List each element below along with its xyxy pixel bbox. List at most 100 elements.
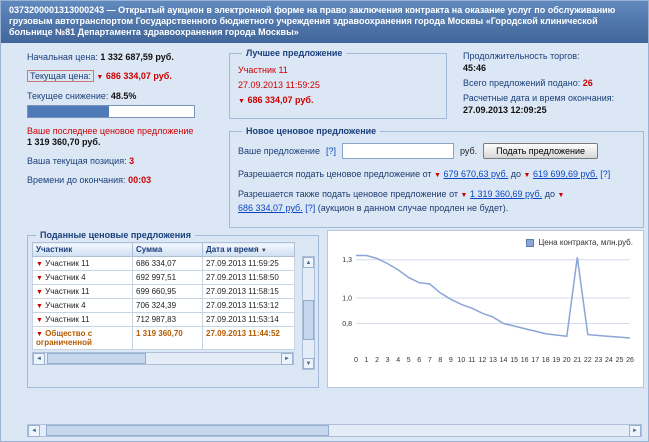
rule1-to-link[interactable]: 619 699,69 руб.	[532, 169, 598, 179]
svg-text:22: 22	[584, 357, 592, 364]
new-bid-title: Новое ценовое предложение	[246, 126, 377, 136]
down-arrow-icon: ▼	[557, 192, 565, 199]
scroll-left-button[interactable]: ◄	[28, 425, 40, 437]
submit-bid-button[interactable]: Подать предложение	[483, 143, 599, 159]
down-arrow-icon: ▼	[238, 98, 245, 105]
svg-text:18: 18	[542, 357, 550, 364]
scrollbar-thumb[interactable]	[45, 425, 329, 436]
svg-text:4: 4	[396, 357, 400, 364]
initial-price-label: Начальная цена:	[27, 52, 98, 62]
position-value: 3	[129, 156, 135, 166]
chart-legend: Цена контракта, млн.руб.	[526, 238, 633, 247]
bid-datetime: 27.09.2013 11:44:52	[206, 329, 280, 338]
svg-text:15: 15	[510, 357, 518, 364]
bid-amount: 699 660,95	[136, 287, 177, 296]
current-price-label: Текущая цена:	[27, 70, 94, 82]
page-horizontal-scrollbar[interactable]: ◄ ►	[27, 424, 642, 437]
table-row[interactable]: ▼ Участник 11 699 660,95 27.09.2013 11:58:…	[32, 284, 295, 299]
down-arrow-icon: ▼	[36, 289, 43, 296]
svg-text:24: 24	[605, 357, 613, 364]
best-offer-panel: Лучшее предложение Участник 11 27.09.201…	[229, 48, 447, 119]
bid-datetime: 27.09.2013 11:58:15	[206, 287, 279, 296]
end-datetime-value: 27.09.2013 12:09:25	[463, 105, 547, 115]
down-arrow-icon: ▼	[36, 261, 43, 268]
svg-text:8: 8	[438, 357, 442, 364]
rule2-from-link[interactable]: 1 319 360,69 руб.	[469, 189, 543, 199]
svg-text:26: 26	[626, 357, 634, 364]
bid-amount: 1 319 360,70	[136, 329, 183, 338]
down-arrow-icon: ▼	[460, 192, 468, 199]
bid-participant: Участник 11	[45, 259, 90, 268]
currency-label: руб.	[459, 146, 478, 156]
table-row[interactable]: ▼ Участник 11 712 987,83 27.09.2013 11:53:…	[32, 312, 295, 327]
bid-amount-input[interactable]	[341, 143, 454, 159]
bid-rule-2: Разрешается также подать ценовое предлож…	[238, 188, 618, 215]
duration-label: Продолжительность торгов:	[463, 51, 580, 61]
rule2-between: до	[544, 189, 555, 199]
scroll-up-button[interactable]: ▲	[303, 257, 314, 268]
down-arrow-icon: ▼	[36, 303, 43, 310]
svg-text:1,0: 1,0	[342, 296, 352, 303]
table-row[interactable]: ▼ Участник 11 686 334,07 27.09.2013 11:59:…	[32, 256, 295, 271]
bid-amount: 692 997,51	[136, 273, 177, 282]
column-header-datetime[interactable]: Дата и время ▼	[202, 242, 295, 257]
scroll-down-button[interactable]: ▼	[303, 358, 314, 369]
reduction-label: Текущее снижение:	[27, 91, 109, 101]
scrollbar-thumb[interactable]	[47, 353, 147, 364]
total-bids-value: 26	[582, 78, 593, 88]
bid-datetime: 27.09.2013 11:58:50	[206, 273, 279, 282]
svg-text:13: 13	[489, 357, 497, 364]
svg-text:1: 1	[365, 357, 369, 364]
position-label: Ваша текущая позиция:	[27, 156, 127, 166]
last-bid-label: Ваше последнее ценовое предложение	[27, 126, 194, 136]
bid-datetime: 27.09.2013 11:53:14	[206, 315, 279, 324]
price-chart-panel: Цена контракта, млн.руб. 1,3 1,0 0,8 0 1 2 3 4 5…	[327, 230, 644, 388]
bid-participant: Участник 4	[45, 301, 86, 310]
svg-text:5: 5	[407, 357, 411, 364]
bid-participant: Общество с ограниченной	[36, 329, 93, 347]
best-offer-participant: Участник 11	[238, 65, 288, 75]
duration-value: 45:46	[463, 63, 487, 73]
scrollbar-thumb[interactable]	[303, 299, 314, 340]
svg-text:1,3: 1,3	[342, 257, 352, 264]
svg-text:12: 12	[479, 357, 487, 364]
table-vertical-scrollbar[interactable]: ▲ ▼	[302, 256, 315, 370]
svg-text:25: 25	[616, 357, 624, 364]
table-row[interactable]: ▼ Участник 4 706 324,39 27.09.2013 11:53:1…	[32, 298, 295, 313]
current-price-value: 686 334,07 руб.	[105, 71, 172, 81]
chart-legend-label: Цена контракта, млн.руб.	[538, 238, 633, 247]
svg-text:19: 19	[552, 357, 560, 364]
help-link[interactable]: [?]	[305, 203, 316, 213]
bid-participant: Участник 4	[45, 273, 86, 282]
rule1-text: Разрешается подать ценовое предложение о…	[238, 169, 432, 179]
reduction-value: 48.5%	[110, 91, 137, 101]
table-row[interactable]: ▼ Участник 4 692 997,51 27.09.2013 11:58:5…	[32, 270, 295, 285]
bid-amount: 706 324,39	[136, 301, 177, 310]
rule1-between: до	[510, 169, 521, 179]
scroll-right-button[interactable]: ►	[629, 425, 641, 437]
last-bid-value: 1 319 360,70 руб.	[27, 137, 101, 147]
table-row[interactable]: ▼ Общество с ограниченной 1 319 360,70 27.…	[32, 326, 295, 350]
column-header-participant[interactable]: Участник	[32, 242, 133, 257]
svg-text:3: 3	[386, 357, 390, 364]
svg-text:23: 23	[595, 357, 603, 364]
down-arrow-icon: ▼	[36, 317, 43, 324]
rule1-from-link[interactable]: 679 670,63 руб.	[443, 169, 509, 179]
svg-text:17: 17	[531, 357, 539, 364]
svg-text:6: 6	[417, 357, 421, 364]
time-left-label: Времени до окончания:	[27, 175, 126, 185]
table-horizontal-scrollbar[interactable]: ◄ ►	[32, 352, 294, 365]
scroll-left-button[interactable]: ◄	[33, 353, 45, 365]
down-arrow-icon: ▼	[434, 172, 441, 179]
bid-datetime: 27.09.2013 11:53:12	[206, 301, 279, 310]
column-header-amount[interactable]: Сумма	[132, 242, 203, 257]
scroll-right-button[interactable]: ►	[281, 353, 293, 365]
legend-marker-icon	[526, 238, 535, 247]
bid-amount: 712 987,83	[136, 315, 177, 324]
help-link[interactable]: [?]	[600, 169, 611, 179]
svg-text:0: 0	[354, 357, 358, 364]
bid-datetime: 27.09.2013 11:59:25	[206, 259, 279, 268]
help-link[interactable]: [?]	[325, 146, 336, 156]
best-offer-datetime: 27.09.2013 11:59:25	[238, 80, 320, 90]
rule2-to-link[interactable]: 686 334,07 руб.	[238, 203, 303, 213]
